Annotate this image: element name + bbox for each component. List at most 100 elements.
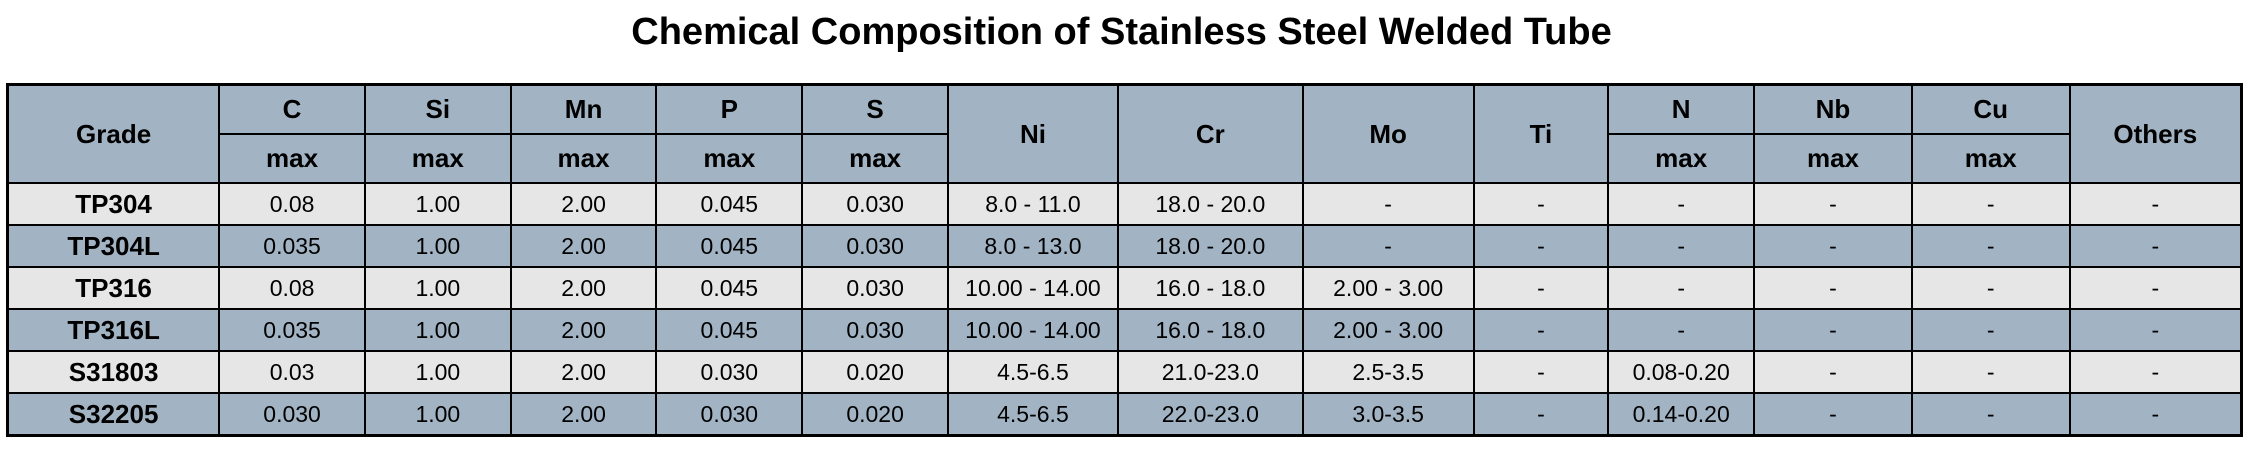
si-cell: 1.00	[363, 266, 512, 310]
p-cell: 0.030	[655, 350, 804, 394]
mn-cell: 2.00	[509, 224, 658, 268]
header-cu-max: max	[1910, 133, 2071, 184]
table-row: TP316 0.08 1.00 2.00 0.045 0.030 10.00 -…	[6, 266, 2243, 310]
header-c: C	[218, 83, 366, 135]
grade-cell: TP304L	[6, 224, 221, 268]
si-cell: 1.00	[363, 308, 512, 352]
cu-cell: -	[1910, 182, 2071, 226]
cr-cell: 16.0 - 18.0	[1116, 266, 1304, 310]
n-cell: -	[1607, 266, 1756, 310]
header-mn-max: max	[509, 133, 658, 184]
si-cell: 1.00	[363, 392, 512, 437]
p-cell: 0.045	[655, 224, 804, 268]
s-cell: 0.030	[801, 266, 949, 310]
ti-cell: -	[1472, 224, 1610, 268]
c-cell: 0.08	[218, 182, 366, 226]
nb-cell: -	[1753, 392, 1913, 437]
cu-cell: -	[1910, 350, 2071, 394]
s-cell: 0.020	[801, 392, 949, 437]
others-cell: -	[2068, 266, 2243, 310]
p-cell: 0.045	[655, 308, 804, 352]
grade-cell: TP304	[6, 182, 221, 226]
mn-cell: 2.00	[509, 392, 658, 437]
nb-cell: -	[1753, 224, 1913, 268]
others-cell: -	[2068, 224, 2243, 268]
header-nb-max: max	[1753, 133, 1913, 184]
table-header: Grade C Si Mn P S Ni Cr Mo Ti N Nb Cu Ot…	[6, 83, 2243, 184]
header-nb: Nb	[1753, 83, 1913, 135]
header-s: S	[801, 83, 949, 135]
cr-cell: 18.0 - 20.0	[1116, 182, 1304, 226]
ni-cell: 10.00 - 14.00	[946, 308, 1119, 352]
grade-cell: TP316	[6, 266, 221, 310]
header-grade: Grade	[6, 83, 221, 184]
c-cell: 0.035	[218, 308, 366, 352]
header-si-max: max	[363, 133, 512, 184]
mo-cell: 2.00 - 3.00	[1301, 308, 1475, 352]
mo-cell: 2.5-3.5	[1301, 350, 1475, 394]
header-n-max: max	[1607, 133, 1756, 184]
cu-cell: -	[1910, 266, 2071, 310]
si-cell: 1.00	[363, 350, 512, 394]
ni-cell: 8.0 - 13.0	[946, 224, 1119, 268]
si-cell: 1.00	[363, 182, 512, 226]
header-s-max: max	[801, 133, 949, 184]
composition-table: Grade C Si Mn P S Ni Cr Mo Ti N Nb Cu Ot…	[6, 83, 2243, 437]
p-cell: 0.045	[655, 266, 804, 310]
header-si: Si	[363, 83, 512, 135]
s-cell: 0.030	[801, 182, 949, 226]
others-cell: -	[2068, 308, 2243, 352]
nb-cell: -	[1753, 350, 1913, 394]
header-mo: Mo	[1301, 83, 1475, 184]
header-cu: Cu	[1910, 83, 2071, 135]
s-cell: 0.020	[801, 350, 949, 394]
s-cell: 0.030	[801, 224, 949, 268]
n-cell: -	[1607, 182, 1756, 226]
grade-cell: S32205	[6, 392, 221, 437]
page-title: Chemical Composition of Stainless Steel …	[631, 11, 1612, 53]
mo-cell: -	[1301, 182, 1475, 226]
c-cell: 0.035	[218, 224, 366, 268]
si-cell: 1.00	[363, 224, 512, 268]
nb-cell: -	[1753, 182, 1913, 226]
grade-cell: TP316L	[6, 308, 221, 352]
table-row: S31803 0.03 1.00 2.00 0.030 0.020 4.5-6.…	[6, 350, 2243, 394]
mo-cell: 3.0-3.5	[1301, 392, 1475, 437]
others-cell: -	[2068, 182, 2243, 226]
grade-cell: S31803	[6, 350, 221, 394]
ti-cell: -	[1472, 182, 1610, 226]
table-row: S32205 0.030 1.00 2.00 0.030 0.020 4.5-6…	[6, 392, 2243, 437]
cr-cell: 21.0-23.0	[1116, 350, 1304, 394]
ti-cell: -	[1472, 392, 1610, 437]
mn-cell: 2.00	[509, 350, 658, 394]
table-row: TP304 0.08 1.00 2.00 0.045 0.030 8.0 - 1…	[6, 182, 2243, 226]
n-cell: -	[1607, 224, 1756, 268]
others-cell: -	[2068, 392, 2243, 437]
p-cell: 0.030	[655, 392, 804, 437]
n-cell: -	[1607, 308, 1756, 352]
ni-cell: 4.5-6.5	[946, 350, 1119, 394]
c-cell: 0.030	[218, 392, 366, 437]
header-p-max: max	[655, 133, 804, 184]
header-p: P	[655, 83, 804, 135]
cr-cell: 18.0 - 20.0	[1116, 224, 1304, 268]
mn-cell: 2.00	[509, 266, 658, 310]
nb-cell: -	[1753, 266, 1913, 310]
nb-cell: -	[1753, 308, 1913, 352]
table-row: TP304L 0.035 1.00 2.00 0.045 0.030 8.0 -…	[6, 224, 2243, 268]
mo-cell: 2.00 - 3.00	[1301, 266, 1475, 310]
p-cell: 0.045	[655, 182, 804, 226]
header-cr: Cr	[1116, 83, 1304, 184]
cu-cell: -	[1910, 224, 2071, 268]
table-row: TP316L 0.035 1.00 2.00 0.045 0.030 10.00…	[6, 308, 2243, 352]
c-cell: 0.03	[218, 350, 366, 394]
s-cell: 0.030	[801, 308, 949, 352]
ni-cell: 8.0 - 11.0	[946, 182, 1119, 226]
mo-cell: -	[1301, 224, 1475, 268]
ni-cell: 10.00 - 14.00	[946, 266, 1119, 310]
cr-cell: 22.0-23.0	[1116, 392, 1304, 437]
others-cell: -	[2068, 350, 2243, 394]
cr-cell: 16.0 - 18.0	[1116, 308, 1304, 352]
cu-cell: -	[1910, 392, 2071, 437]
ti-cell: -	[1472, 266, 1610, 310]
